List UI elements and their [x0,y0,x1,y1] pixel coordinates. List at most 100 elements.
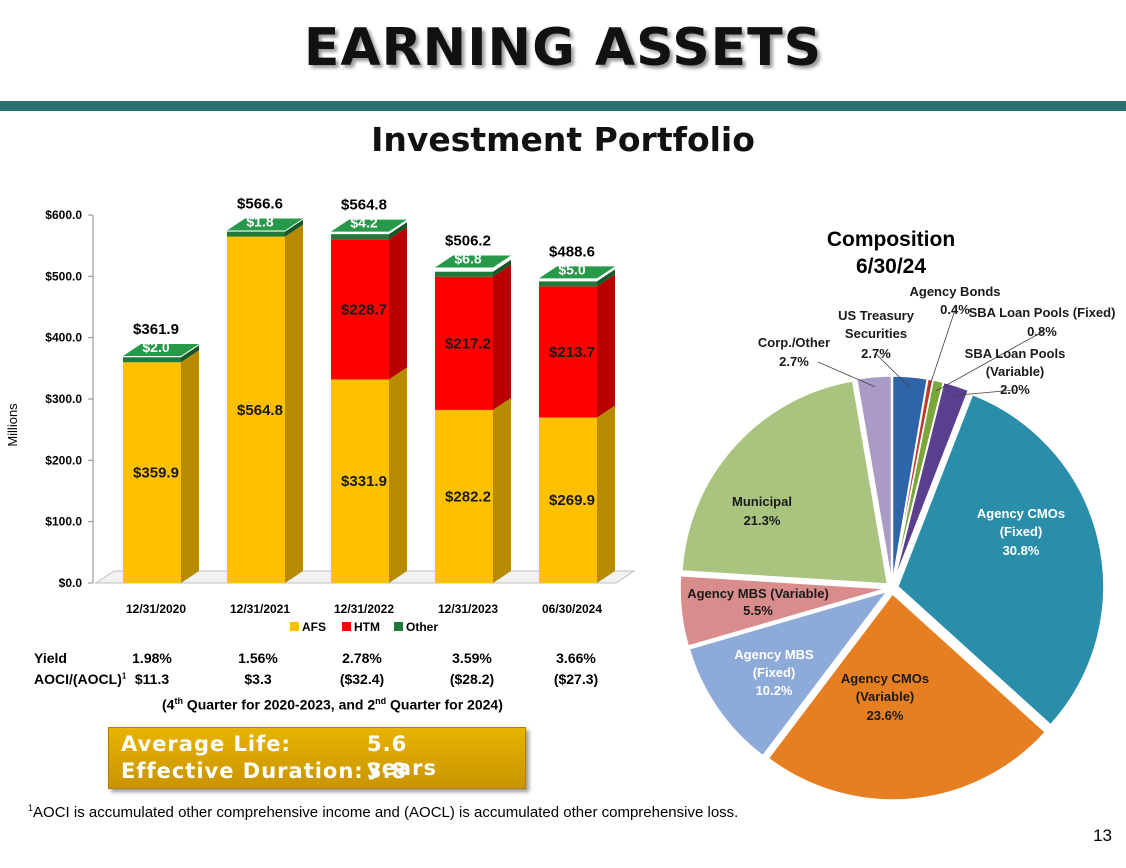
yield-value: 1.56% [238,650,278,666]
y-tick-label: $300.0 [45,392,82,406]
bar-top-face [435,255,511,268]
average-life-row: Average Life: 5.6 years [121,732,436,780]
legend-swatch-afs [290,622,299,631]
aoci-row-label: AOCI/(AOCL)1 [34,671,126,687]
pie-label-agency-mbs-fixed: Agency MBS [734,647,814,662]
pie-label-agency-bonds: Agency Bonds [909,284,1000,299]
aoci-value: $3.3 [244,671,272,687]
quarter-note-pre: (4 [162,696,175,713]
bar-side-afs [389,367,407,583]
pie-pct-agency-cmos-variable: 23.6% [867,708,904,723]
bar-top-face [227,218,303,231]
yield-row-label: Yield [34,650,67,666]
section-subtitle: Investment Portfolio [371,120,755,159]
data-label-htm: $228.7 [341,301,387,318]
pie-pct-agency-mbs-variable: 5.5% [743,603,773,618]
pie-label-agency-mbs-fixed: (Fixed) [753,665,796,680]
bar-segment-htm [331,239,389,380]
pie-leader-line [953,389,1016,396]
quarter-note: (4th Quarter for 2020-2023, and 2nd Quar… [162,696,503,713]
y-tick-label: $0.0 [59,576,83,590]
pie-label-agency-cmos-fixed: (Fixed) [1000,524,1043,539]
pie-chart: Composition 6/30/24 US Treasury Securitie… [679,228,1116,801]
pie-label-agency-mbs-variable: Agency MBS (Variable) [687,586,829,601]
legend-swatch-other [394,622,403,631]
pie-label-municipal: Municipal [732,494,792,509]
pie-leader-line [817,361,876,388]
y-tick-label: $400.0 [45,331,82,345]
pie-pct-agency-cmos-fixed: 30.8% [1003,543,1040,558]
bar-segment-afs [331,379,389,583]
pie-label-agency-cmos-variable: Agency CMOs [841,671,929,686]
yield-value: 3.66% [556,650,596,666]
title-divider-bar [0,101,1126,111]
data-label-other: $2.0 [142,339,169,355]
pie-label-sba-loan-pools-fixed: SBA Loan Pools (Fixed) [969,305,1116,320]
bar-segment-other [123,357,181,363]
aoci-label-text: AOCI/(AOCL) [34,671,122,687]
bar-side-afs [285,224,303,583]
yield-value: 1.98% [132,650,172,666]
aoci-value: ($28.2) [449,671,495,687]
data-label-other: $1.8 [246,213,273,229]
bar-segment-other [539,281,597,287]
pie-pct-corp-other: 2.7% [779,354,809,369]
y-axis-label: Millions [5,403,20,447]
y-tick-label: $500.0 [45,269,82,283]
data-label-htm: $213.7 [549,344,595,361]
bar-side-other [597,269,615,287]
bar-side-htm [389,227,407,380]
effective-duration-row: Effective Duration: 3.8 [121,759,406,783]
bar-total-label: $564.8 [341,197,387,214]
pie-slice-agency-mbs-fixed [688,590,890,757]
bar-side-afs [181,350,199,583]
pie-label-us-treasury-securities: US Treasury [838,308,915,323]
quarter-note-mid: Quarter for 2020-2023, and 2 [182,696,376,713]
bar-side-other [285,219,303,237]
pie-label-corp-other: Corp./Other [758,335,830,350]
data-label-other: $4.2 [350,215,377,231]
legend-swatch-htm [342,622,351,631]
effective-duration-value: 3.8 [367,759,408,783]
quarter-note-post: Quarter for 2024) [386,696,503,713]
bar-segment-other [435,271,493,277]
page-title: EARNING ASSETS [303,18,823,78]
x-category-label: 06/30/2024 [542,602,602,616]
pie-label-sba-loan-pools-variable: (Variable) [986,364,1045,379]
page-number: 13 [1093,826,1112,845]
data-label-afs: $564.8 [237,402,283,419]
aoci-footnote-marker: 1 [121,671,127,681]
portfolio-summary-box: Average Life: 5.6 years Effective Durati… [108,727,526,789]
legend-label-htm: HTM [354,620,380,634]
pie-pct-sba-loan-pools-variable: 2.0% [1000,382,1030,397]
effective-duration-label: Effective Duration: [121,759,364,783]
pie-label-agency-cmos-fixed: Agency CMOs [977,506,1065,521]
aoci-value: $11.3 [134,671,170,687]
bar-top-face [331,219,407,232]
yield-value: 2.78% [342,650,382,666]
bar-segment-other [227,231,285,237]
aoci-value: ($32.4) [339,671,385,687]
bar-side-other [181,345,199,363]
bar-top-face [123,344,199,357]
data-label-other: $5.0 [558,261,585,277]
data-label-afs: $359.9 [133,465,179,482]
footnote: 1AOCI is accumulated other comprehensive… [28,803,738,821]
bar-segment-afs [435,409,493,583]
aoci-value: ($27.3) [553,671,599,687]
bar-segment-htm [435,276,493,410]
bar-total-label: $361.9 [133,321,179,338]
yield-value: 3.59% [452,650,492,666]
pie-leader-line [935,331,1043,392]
pie-slice-agency-cmos-fixed [896,393,1105,726]
pie-title-line2: 6/30/24 [856,255,926,278]
pie-leader-line [875,353,910,388]
pie-leader-line [928,309,956,390]
x-category-label: 12/31/2020 [126,602,186,616]
stats-table: Yield 1.98% 1.56% 2.78% 3.59% 3.66% AOCI/(AO… [0,650,640,690]
bar-side-htm [597,274,615,418]
pie-slice-municipal [681,380,889,585]
data-label-afs: $331.9 [341,473,387,490]
quarter-note-sup2: nd [375,696,387,706]
x-category-label: 12/31/2023 [438,602,498,616]
